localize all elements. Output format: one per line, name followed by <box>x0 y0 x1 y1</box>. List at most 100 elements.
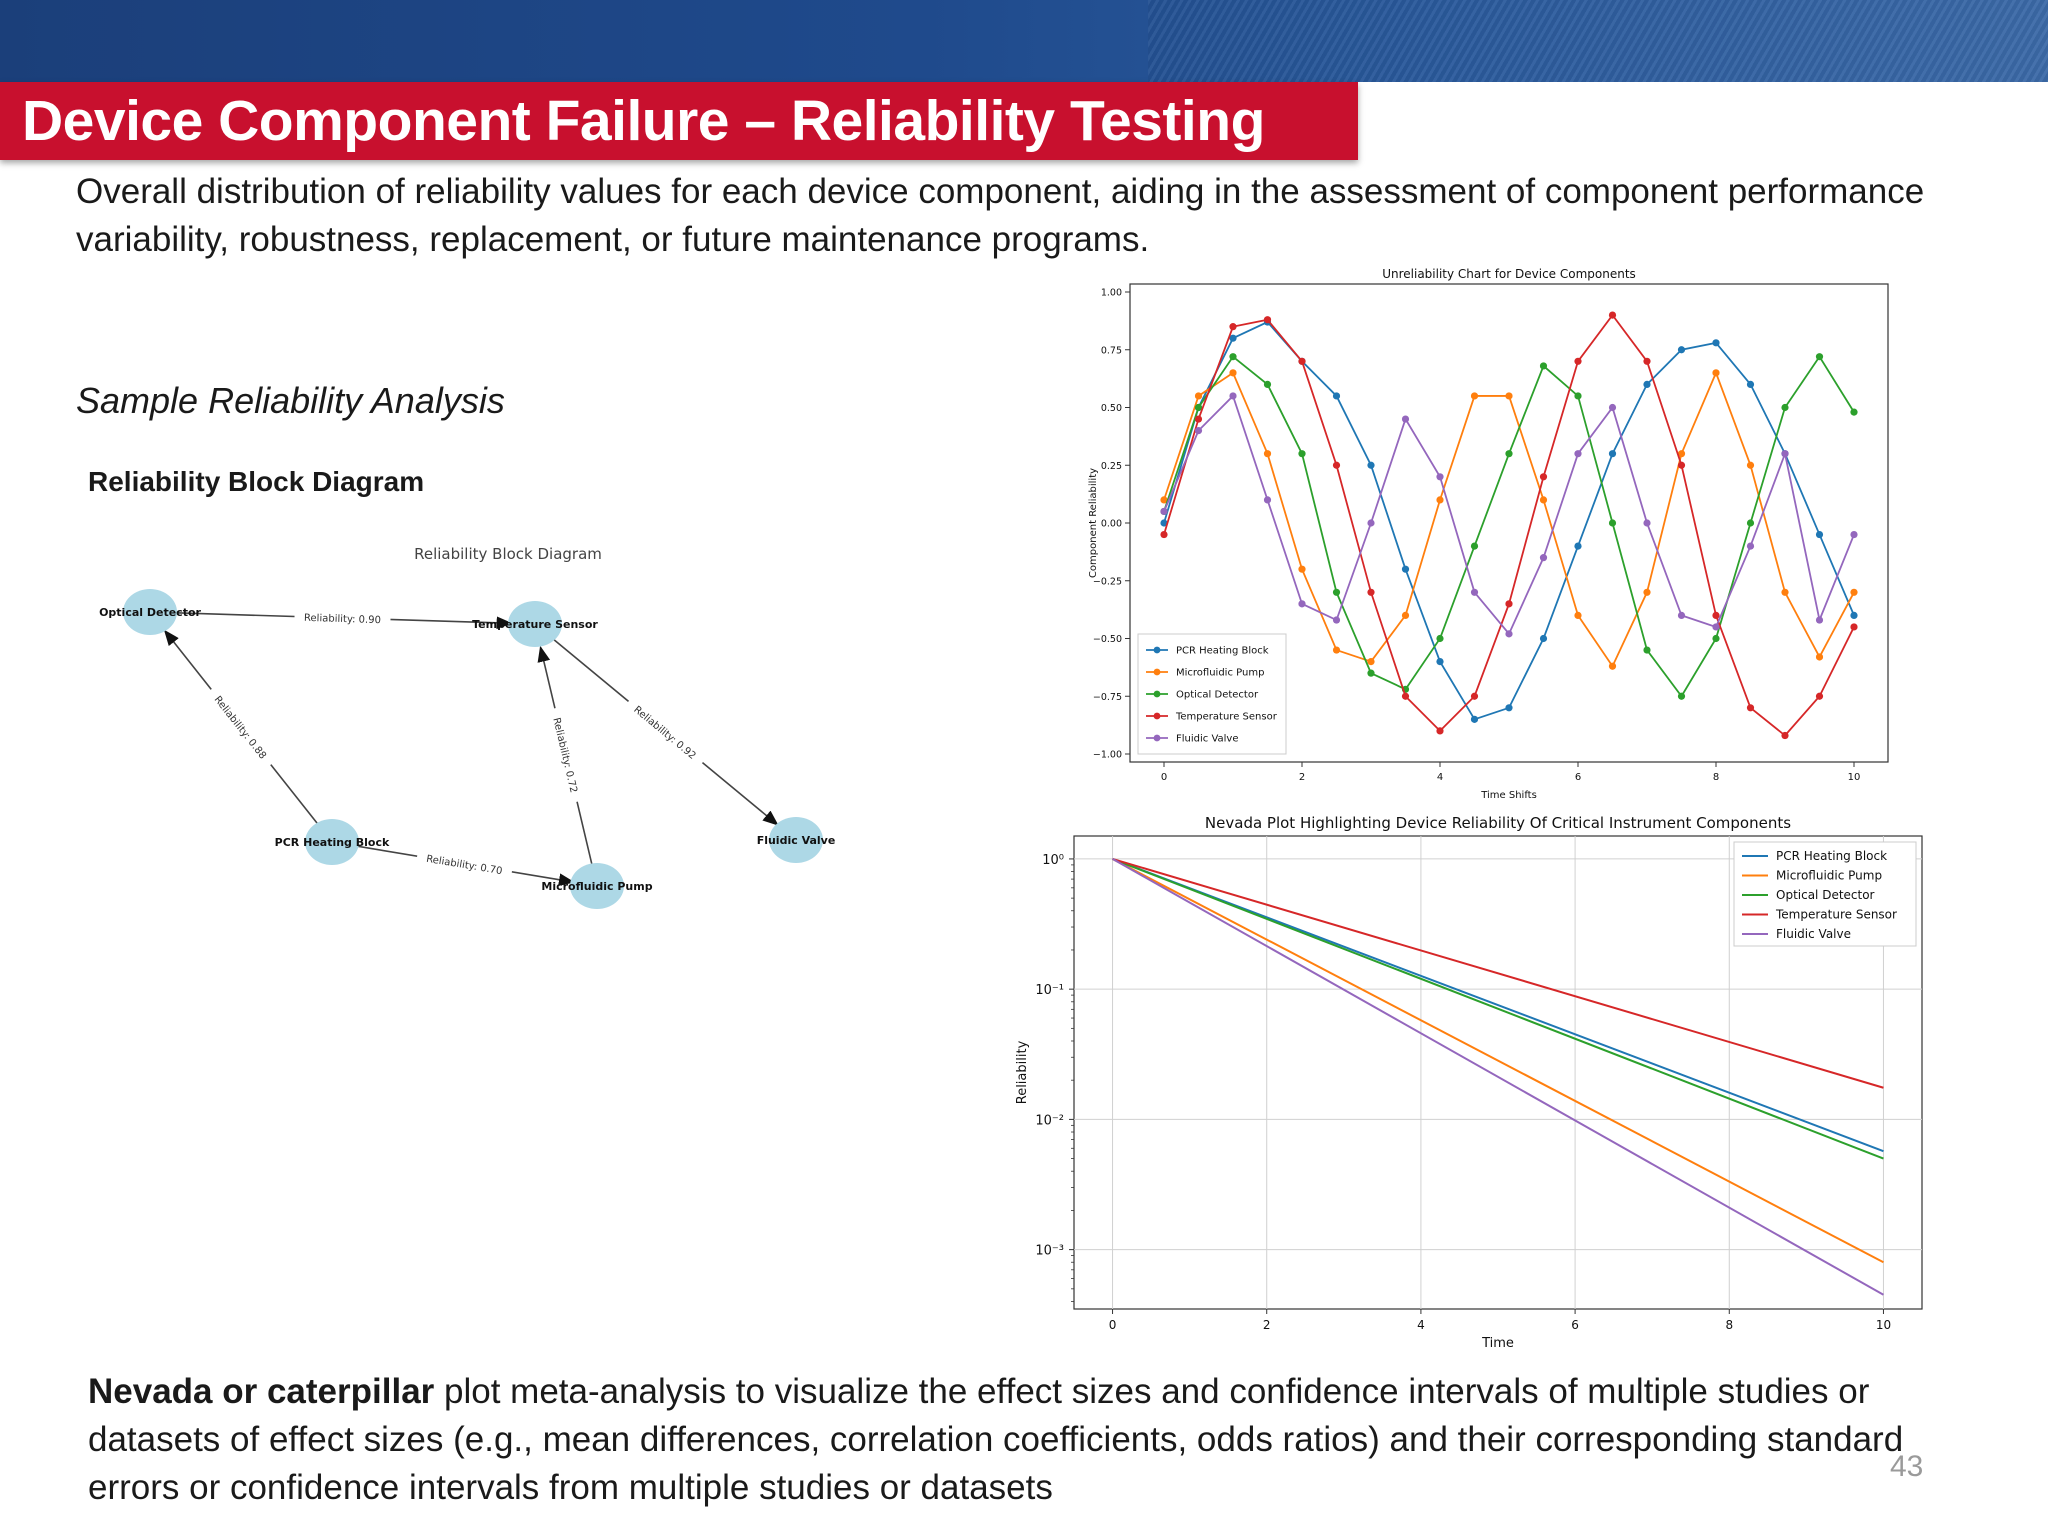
x-axis-label: Time Shifts <box>1480 790 1537 801</box>
x-tick-label: 10 <box>1876 1318 1891 1332</box>
data-point-fluidic-valve <box>1643 519 1651 527</box>
legend-marker <box>1153 712 1161 720</box>
x-tick-label: 2 <box>1263 1318 1271 1332</box>
data-point-microfluidic-pump <box>1539 496 1548 504</box>
data-point-pcr-heating-block <box>1401 565 1410 573</box>
x-tick-label: 2 <box>1299 772 1305 783</box>
data-point-pcr-heating-block <box>1815 530 1824 539</box>
x-tick-label: 6 <box>1571 1318 1579 1332</box>
header-banner <box>0 0 2048 82</box>
legend-label-temperature-sensor: Temperature Sensor <box>1175 712 1278 723</box>
x-tick-label: 8 <box>1713 772 1719 783</box>
y-tick-label: 0.50 <box>1101 403 1122 414</box>
data-point-optical-detector <box>1608 519 1617 527</box>
data-point-fluidic-valve <box>1712 623 1720 631</box>
data-point-fluidic-valve <box>1850 530 1858 539</box>
data-point-pcr-heating-block <box>1332 392 1341 400</box>
data-point-temperature-sensor <box>1781 731 1789 740</box>
data-point-temperature-sensor <box>1643 357 1651 365</box>
legend-marker <box>1153 734 1161 742</box>
footer-text: Nevada or caterpillar plot meta-analysis… <box>88 1368 1998 1512</box>
data-point-temperature-sensor <box>1263 316 1272 324</box>
data-point-temperature-sensor <box>1332 461 1341 469</box>
y-tick-label: 10⁰ <box>1042 853 1064 868</box>
edge-label-ts-fv: Reliability: 0.92 <box>631 704 697 762</box>
data-point-fluidic-valve <box>1505 630 1513 638</box>
x-tick-label: 8 <box>1725 1318 1733 1332</box>
data-point-optical-detector <box>1643 646 1651 654</box>
node-pcr <box>305 819 359 865</box>
unreliability-chart: Unreliability Chart for Device Component… <box>1088 267 1889 801</box>
diagram-title: Reliability Block Diagram <box>414 545 602 563</box>
data-point-temperature-sensor <box>1505 600 1513 608</box>
data-point-optical-detector <box>1539 362 1548 370</box>
legend-marker <box>1153 668 1161 676</box>
legend-label-optical-detector: Optical Detector <box>1176 690 1259 701</box>
legend-label-fluidic-valve: Fluidic Valve <box>1776 927 1851 941</box>
data-point-pcr-heating-block <box>1367 461 1375 469</box>
data-point-optical-detector <box>1677 692 1686 700</box>
reliability-block-diagram: Reliability Block Diagram Reliability: 0… <box>99 545 836 909</box>
data-point-fluidic-valve <box>1539 554 1548 562</box>
legend-label-pcr-heating-block: PCR Heating Block <box>1176 646 1269 657</box>
x-tick-label: 0 <box>1109 1318 1117 1332</box>
series-line-optical-detector <box>1112 858 1884 1160</box>
series-line-temperature-sensor <box>1112 857 1884 1089</box>
edge-label-bg <box>294 609 391 627</box>
node-label-fv: Fluidic Valve <box>757 834 836 847</box>
data-point-microfluidic-pump <box>1815 653 1824 661</box>
data-point-microfluidic-pump <box>1850 588 1858 596</box>
page-number: 43 <box>1890 1450 1924 1483</box>
edge-label-mp-ts: Reliability: 0.72 <box>550 717 578 794</box>
data-point-temperature-sensor <box>1436 727 1444 735</box>
data-point-microfluidic-pump <box>1436 496 1444 504</box>
data-point-microfluidic-pump <box>1643 588 1651 596</box>
data-point-temperature-sensor <box>1712 611 1720 619</box>
data-point-pcr-heating-block <box>1643 380 1651 388</box>
chart-title: Nevada Plot Highlighting Device Reliabil… <box>1205 814 1791 832</box>
nevada-plot: Nevada Plot Highlighting Device Reliabil… <box>1015 814 1923 1351</box>
data-point-temperature-sensor <box>1298 357 1306 365</box>
data-point-microfluidic-pump <box>1608 662 1617 670</box>
node-label-pcr: PCR Heating Block <box>275 836 390 849</box>
data-point-optical-detector <box>1781 403 1789 412</box>
data-point-pcr-heating-block <box>1160 519 1168 527</box>
banner-texture <box>1148 0 2048 82</box>
data-point-fluidic-valve <box>1470 588 1479 596</box>
y-tick-label: 0.75 <box>1101 345 1122 356</box>
data-point-pcr-heating-block <box>1505 704 1513 712</box>
data-point-fluidic-valve <box>1332 616 1341 624</box>
x-tick-label: 4 <box>1437 772 1443 783</box>
footer-body: plot meta-analysis to visualize the effe… <box>88 1372 1904 1507</box>
edge-label-bg <box>548 706 584 804</box>
data-point-pcr-heating-block <box>1229 334 1237 342</box>
legend-label-pcr-heating-block: PCR Heating Block <box>1776 849 1887 863</box>
data-point-optical-detector <box>1470 542 1479 550</box>
node-ts <box>508 601 562 647</box>
data-point-optical-detector <box>1229 353 1237 361</box>
data-point-pcr-heating-block <box>1608 450 1617 458</box>
y-tick-label: −0.50 <box>1093 634 1122 645</box>
sample-heading: Sample Reliability Analysis <box>76 380 505 421</box>
data-point-optical-detector <box>1332 588 1341 596</box>
series-line-microfluidic-pump <box>1112 858 1884 1264</box>
x-tick-label: 0 <box>1161 772 1167 783</box>
data-point-microfluidic-pump <box>1298 565 1306 573</box>
legend-label-microfluidic-pump: Microfluidic Pump <box>1176 668 1264 679</box>
node-label-mp: Microfluidic Pump <box>541 880 652 893</box>
y-tick-label: −0.25 <box>1093 576 1122 587</box>
node-mp <box>570 863 624 909</box>
data-point-temperature-sensor <box>1401 692 1410 700</box>
data-point-pcr-heating-block <box>1677 346 1686 354</box>
data-point-fluidic-valve <box>1367 519 1375 527</box>
data-point-optical-detector <box>1746 519 1755 527</box>
x-tick-label: 6 <box>1575 772 1581 783</box>
data-point-optical-detector <box>1436 634 1444 643</box>
data-point-optical-detector <box>1574 392 1582 400</box>
legend-label-optical-detector: Optical Detector <box>1776 888 1875 902</box>
data-point-microfluidic-pump <box>1229 369 1237 377</box>
x-axis-label: Time <box>1481 1336 1514 1351</box>
data-point-temperature-sensor <box>1815 692 1824 700</box>
y-axis-label: Component Reliability <box>1088 468 1099 578</box>
y-tick-label: 0.00 <box>1101 519 1122 530</box>
